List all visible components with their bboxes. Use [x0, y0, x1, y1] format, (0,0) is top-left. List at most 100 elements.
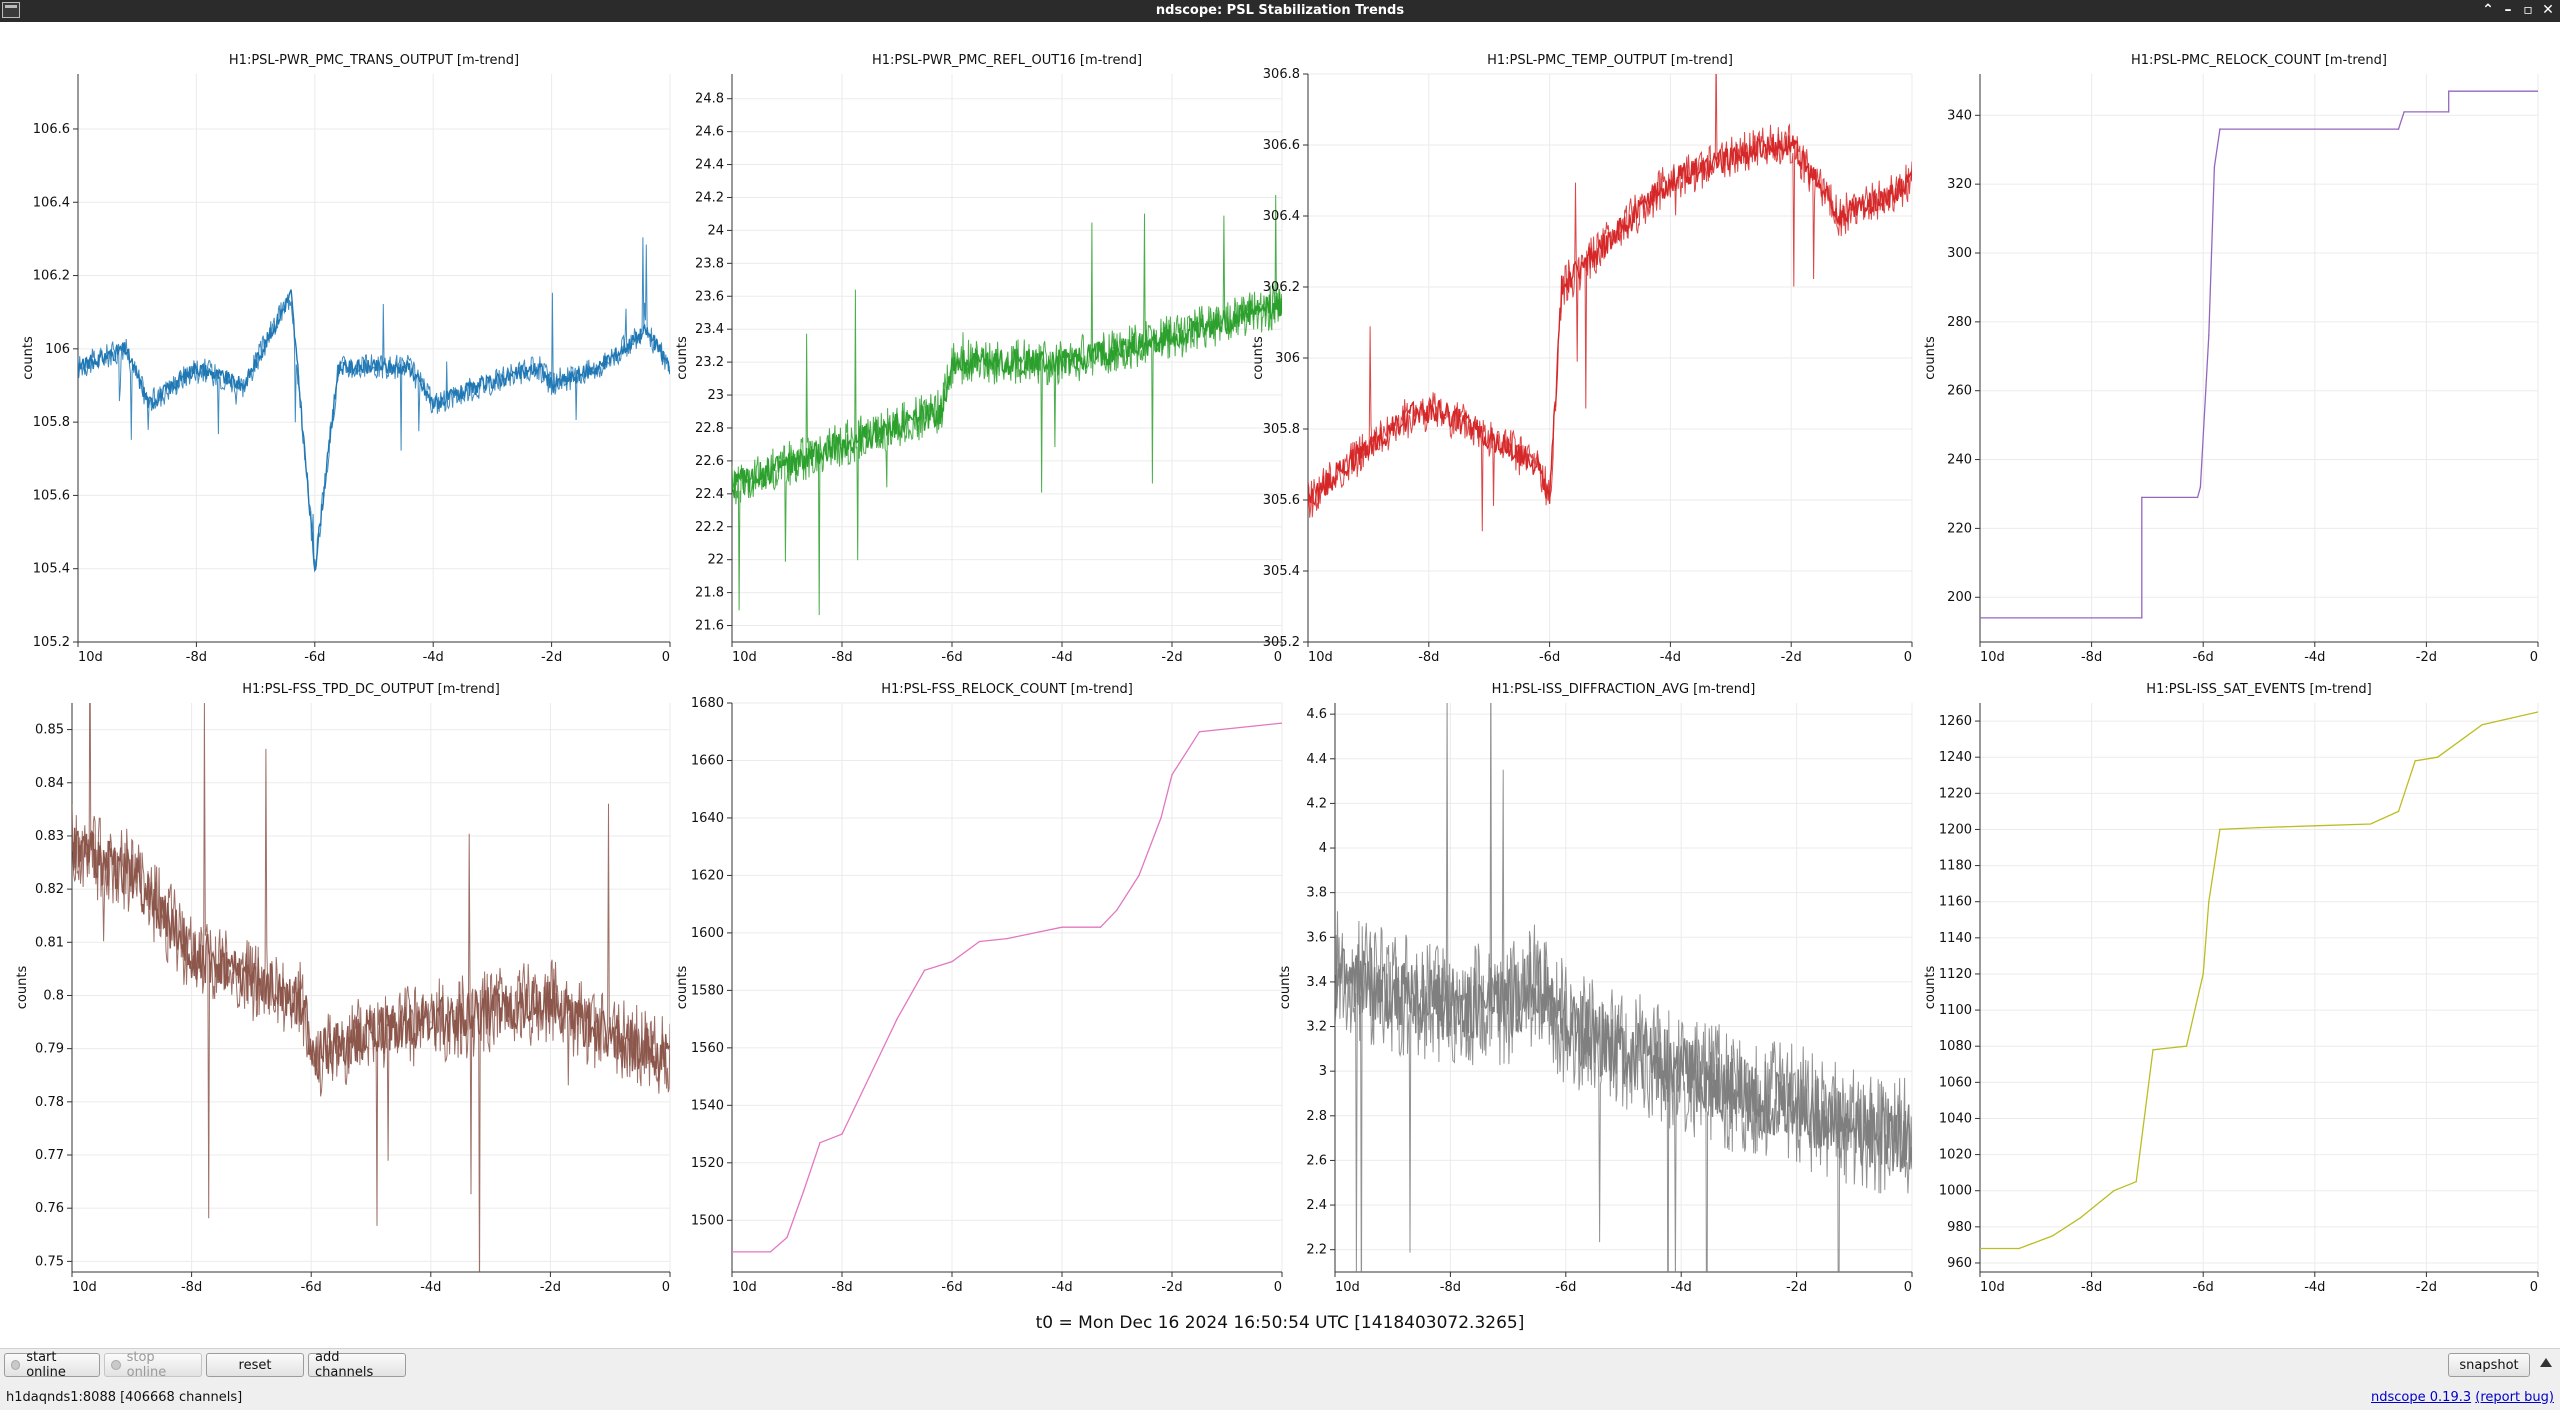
x-tick-label: 0 — [662, 1280, 670, 1295]
data-point — [2369, 823, 2372, 825]
plot-panel[interactable]: H1:PSL-PWR_PMC_TRANS_OUTPUT [m-trend] 106… — [21, 53, 671, 665]
close-icon[interactable]: ✕ — [2542, 2, 2554, 18]
plot-panel[interactable]: H1:PSL-PWR_PMC_REFL_OUT16 [m-trend] 24.8 2… — [675, 53, 1283, 665]
y-tick-label: 3.6 — [1306, 930, 1327, 945]
x-tick-label: 10d — [72, 1280, 97, 1295]
y-tick-label: 0.82 — [35, 882, 64, 897]
x-tick-label: 0 — [1904, 650, 1912, 665]
plot-panel[interactable]: H1:PSL-ISS_DIFFRACTION_AVG [m-trend] 4.6 4… — [1278, 622, 1913, 1342]
y-tick-label: 0.8 — [43, 988, 64, 1003]
data-point — [2414, 760, 2416, 762]
data-point — [2113, 1189, 2115, 1192]
y-tick-label: 1660 — [691, 753, 724, 768]
y-tick-label: 0.78 — [35, 1095, 64, 1110]
plot-title: H1:PSL-FSS_TPD_DC_OUTPUT [m-trend] — [242, 682, 500, 697]
y-tick-label: 105.8 — [33, 415, 70, 430]
data-point — [1116, 909, 1118, 911]
stop-icon — [111, 1360, 121, 1370]
y-tick-label: 4.6 — [1306, 707, 1327, 722]
x-tick-label: 10d — [78, 650, 103, 665]
collapse-arrow-icon[interactable] — [2540, 1358, 2552, 1367]
y-tick-label: 1260 — [1939, 714, 1972, 729]
y-tick-label: 1580 — [691, 983, 724, 998]
series-line — [1308, 74, 1912, 532]
data-point — [1335, 970, 1336, 972]
snapshot-button[interactable]: snapshot — [2448, 1353, 2530, 1377]
y-tick-label: 0.76 — [35, 1201, 64, 1216]
plot-grid[interactable]: H1:PSL-PWR_PMC_TRANS_OUTPUT [m-trend] 106… — [0, 22, 2560, 1342]
y-tick-label: 105.4 — [33, 562, 70, 577]
maximize-icon[interactable]: ▫ — [2523, 2, 2533, 18]
y-tick-label: 980 — [1947, 1220, 1972, 1235]
minimize-icon[interactable]: – — [2504, 2, 2512, 18]
x-tick-label: -6d — [304, 650, 325, 665]
data-point — [1911, 1137, 1912, 1139]
series-line-mean — [72, 827, 670, 1081]
y-tick-label: 0.84 — [35, 776, 64, 791]
chevron-up-icon[interactable]: ⌃ — [2482, 2, 2494, 18]
data-point — [940, 410, 942, 413]
x-tick-label: -2d — [1781, 650, 1802, 665]
report-bug-link[interactable]: (report bug) — [2475, 1390, 2554, 1405]
data-point — [243, 384, 245, 387]
y-tick-label: 0.83 — [35, 829, 64, 844]
x-tick-label: -4d — [420, 1280, 441, 1295]
y-tick-label: 1180 — [1939, 859, 1972, 874]
x-tick-label: 10d — [1980, 1280, 2005, 1295]
data-point — [539, 366, 541, 369]
y-tick-label: 0.79 — [35, 1042, 64, 1057]
data-point — [951, 960, 953, 963]
y-tick-label: 106 — [45, 342, 70, 357]
y-tick-label: 21.6 — [695, 619, 724, 634]
y-tick-label: 4.4 — [1306, 752, 1327, 767]
data-point — [598, 366, 600, 369]
y-tick-label: 24.2 — [695, 190, 724, 205]
data-point — [78, 366, 79, 368]
x-tick-label: -6d — [941, 650, 962, 665]
data-point — [2196, 496, 2199, 499]
y-tick-label: 960 — [1947, 1256, 1972, 1271]
y-tick-label: 306 — [1275, 351, 1300, 366]
y-tick-label: 1680 — [691, 696, 724, 711]
data-point — [2447, 90, 2450, 92]
window-title: ndscope: PSL Stabilization Trends — [1155, 3, 1405, 18]
y-tick-label: 24.4 — [695, 158, 724, 173]
reset-button[interactable]: reset — [206, 1353, 304, 1377]
data-point — [645, 329, 648, 332]
plot-panel[interactable]: H1:PSL-ISS_SAT_EVENTS [m-trend] 1260 1240 1… — [1923, 682, 2539, 1295]
y-axis-label: counts — [1251, 336, 1266, 380]
plot-title: H1:PSL-PWR_PMC_TRANS_OUTPUT [m-trend] — [229, 53, 519, 68]
data-point — [1253, 725, 1256, 727]
data-point — [1738, 1092, 1740, 1095]
y-tick-label: 1160 — [1939, 895, 1972, 910]
y-tick-label: 23.8 — [695, 256, 724, 271]
series-line-mean — [1308, 133, 1912, 509]
start-online-button[interactable]: start online — [4, 1350, 100, 1380]
plot-title: H1:PSL-PMC_RELOCK_COUNT [m-trend] — [2131, 53, 2387, 68]
data-point — [432, 403, 435, 405]
y-tick-label: 3.4 — [1306, 975, 1327, 990]
plot-panel[interactable]: H1:PSL-PMC_RELOCK_COUNT [m-trend] 340 320 3… — [1923, 53, 2539, 665]
data-point — [1061, 361, 1063, 363]
window-titlebar: ndscope: PSL Stabilization Trends ⌃ – ▫ … — [0, 0, 2560, 22]
plot-panel[interactable]: H1:PSL-FSS_TPD_DC_OUTPUT [m-trend] 0.85 0.… — [15, 606, 671, 1303]
version-link[interactable]: ndscope 0.19.3 — [2371, 1390, 2472, 1405]
status-text: h1daqnds1:8088 [406668 channels] — [6, 1390, 243, 1405]
x-tick-label: -2d — [1161, 1280, 1182, 1295]
series-group — [78, 237, 670, 573]
data-point — [1680, 1070, 1682, 1072]
data-point — [2397, 128, 2400, 130]
version-info: ndscope 0.19.3 (report bug) — [2371, 1390, 2554, 1405]
x-tick-label: -2d — [540, 1280, 561, 1295]
data-point — [1669, 179, 1672, 182]
y-tick-label: 4.2 — [1306, 796, 1327, 811]
data-point — [2447, 111, 2450, 113]
x-tick-label: -8d — [1418, 650, 1439, 665]
plots-svg[interactable]: H1:PSL-PWR_PMC_TRANS_OUTPUT [m-trend] 106… — [0, 22, 2560, 1342]
add-channels-button[interactable]: add channels — [308, 1350, 406, 1380]
series-group — [1335, 703, 1912, 1272]
data-point — [1911, 179, 1912, 182]
stop-online-button[interactable]: stop online — [104, 1350, 202, 1380]
plot-panel[interactable]: H1:PSL-PMC_TEMP_OUTPUT [m-trend] 306.8 306… — [1251, 47, 1913, 665]
plot-panel[interactable]: H1:PSL-FSS_RELOCK_COUNT [m-trend] 1680 166… — [675, 682, 1283, 1295]
